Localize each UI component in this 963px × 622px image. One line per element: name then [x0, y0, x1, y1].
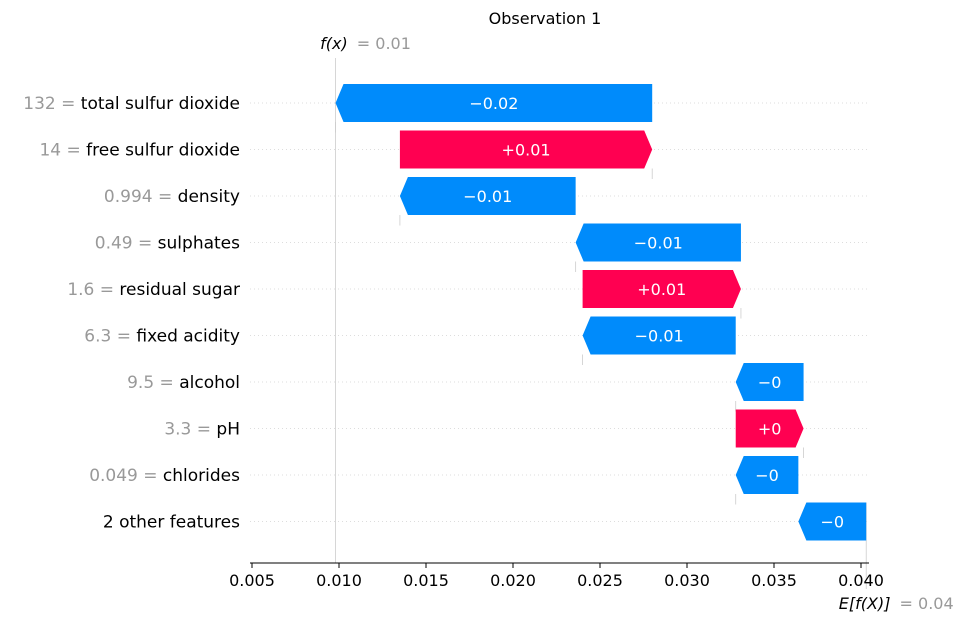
bar-value-label: −0.02: [469, 94, 518, 113]
feature-labels: 132 = total sulfur dioxide 14 = free sulf…: [23, 94, 240, 533]
feature-name: sulphates: [158, 234, 240, 254]
bar-value-labels: −0.02 +0.01 −0.01 −0.01 +0.01 −0.01 −0 +0 −0 −0: [463, 94, 844, 532]
x-tick-label: 0.010: [316, 571, 362, 590]
feature-name: residual sugar: [119, 280, 240, 300]
feature-name: fixed acidity: [136, 327, 240, 347]
bar-negative: [399, 177, 576, 215]
feature-name: pH: [216, 420, 240, 440]
fx-annotation: f(x) = 0.01: [320, 34, 411, 53]
bar-value-label: +0.01: [637, 280, 686, 299]
bar-positive: [735, 409, 804, 448]
x-tick-label: 0.015: [403, 571, 449, 590]
bar-positive: [399, 130, 653, 169]
feature-label: 9.5 = alcohol: [127, 373, 240, 393]
bar-value-label: +0.01: [502, 141, 551, 160]
bar-negative: [735, 363, 804, 401]
feature-value: 0.049 =: [89, 466, 163, 486]
bar-connectors: [335, 122, 804, 505]
feature-value: 9.5 =: [127, 373, 179, 393]
feature-name: density: [178, 187, 240, 207]
feature-name: 2 other features: [103, 513, 240, 533]
x-axis: 0.005 0.010 0.015 0.020 0.025 0.030 0.035 0.040: [229, 563, 884, 590]
bar-value-label: −0.01: [635, 327, 684, 346]
fx-value: = 0.01: [357, 34, 411, 53]
bar-value-label: −0.01: [463, 187, 512, 206]
bars: [335, 84, 867, 541]
feature-name: free sulfur dioxide: [86, 141, 240, 161]
x-tick-label: 0.035: [751, 571, 797, 590]
bar-value-label: +0: [758, 420, 782, 439]
feature-label: 0.49 = sulphates: [95, 234, 240, 254]
feature-value: 14 =: [39, 141, 86, 161]
feature-value: 132 =: [23, 94, 81, 114]
bar-value-label: −0: [755, 466, 779, 485]
feature-label: 0.049 = chlorides: [89, 466, 240, 486]
feature-name: chlorides: [163, 466, 240, 486]
feature-name: alcohol: [179, 373, 240, 393]
feature-label: 2 other features: [103, 513, 240, 533]
base-annotation: E[f(X)] = 0.04: [839, 594, 954, 613]
x-tick-label: 0.025: [577, 571, 623, 590]
feature-label: 0.994 = density: [104, 187, 240, 207]
feature-value: 0.49 =: [95, 234, 158, 254]
x-tick-label: 0.030: [664, 571, 710, 590]
feature-label: 6.3 = fixed acidity: [84, 327, 240, 347]
x-tick-label: 0.040: [838, 571, 884, 590]
bar-negative: [582, 316, 736, 355]
fx-label: f(x): [320, 34, 348, 53]
feature-value: 3.3 =: [164, 420, 216, 440]
feature-value: 0.994 =: [104, 187, 178, 207]
base-value: = 0.04: [900, 594, 954, 613]
bar-value-label: −0: [820, 513, 844, 532]
feature-value: 1.6 =: [67, 280, 119, 300]
x-tick-label: 0.020: [490, 571, 536, 590]
x-tick-label: 0.005: [229, 571, 275, 590]
feature-label: 132 = total sulfur dioxide: [23, 94, 240, 114]
bar-value-label: −0: [758, 373, 782, 392]
feature-label: 1.6 = residual sugar: [67, 280, 240, 300]
base-label: E[f(X)]: [839, 594, 891, 613]
feature-name: total sulfur dioxide: [81, 94, 240, 114]
bar-negative: [575, 223, 741, 262]
chart-title: Observation 1: [489, 9, 602, 28]
feature-label: 14 = free sulfur dioxide: [39, 141, 240, 161]
feature-label: 3.3 = pH: [164, 420, 240, 440]
bar-negative: [735, 456, 799, 494]
bar-negative: [335, 84, 653, 122]
feature-value: 6.3 =: [84, 327, 136, 347]
bar-value-label: −0.01: [634, 234, 683, 253]
bar-positive: [582, 270, 741, 308]
bar-negative: [798, 502, 867, 541]
